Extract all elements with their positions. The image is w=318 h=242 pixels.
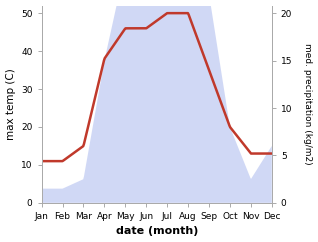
X-axis label: date (month): date (month): [115, 227, 198, 236]
Y-axis label: med. precipitation (kg/m2): med. precipitation (kg/m2): [303, 43, 313, 165]
Y-axis label: max temp (C): max temp (C): [5, 68, 16, 140]
